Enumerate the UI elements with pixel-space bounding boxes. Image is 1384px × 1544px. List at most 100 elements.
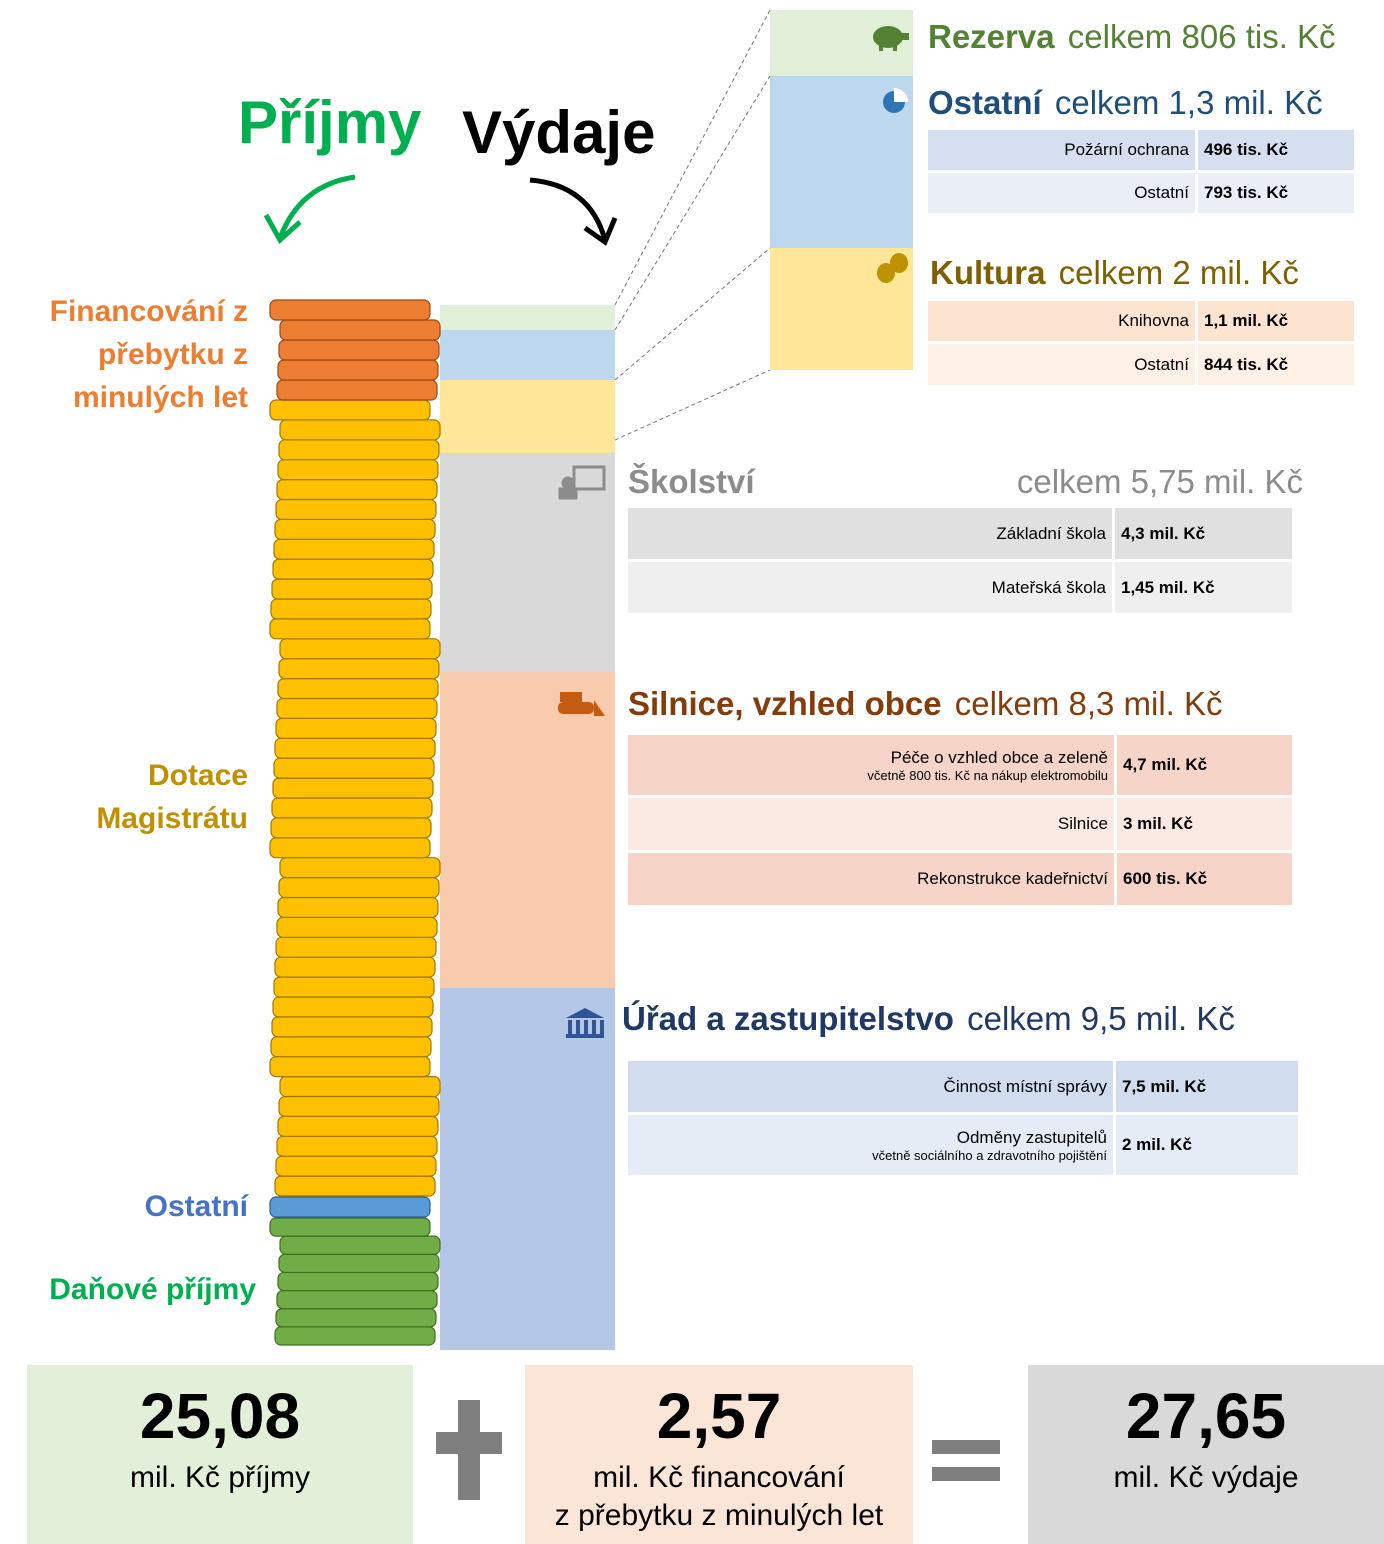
row-label: Ostatní bbox=[1134, 183, 1189, 203]
coin bbox=[271, 1037, 431, 1057]
summary-box: 2,57mil. Kč financováníz přebytku z minu… bbox=[525, 1365, 913, 1544]
coin bbox=[270, 400, 430, 420]
coin bbox=[270, 1218, 430, 1236]
row-value-cell: 1,1 mil. Kč bbox=[1198, 301, 1354, 341]
summary-value: 2,57 bbox=[525, 1379, 913, 1453]
coin bbox=[277, 699, 437, 719]
page: {"header":{"income":"Příjmy","expenses":… bbox=[0, 0, 1384, 1544]
coin bbox=[278, 1272, 438, 1290]
coin bbox=[275, 957, 435, 977]
exp-block bbox=[440, 330, 615, 380]
section-header: Ostatní celkem 1,3 mil. Kč bbox=[928, 84, 1323, 122]
coin bbox=[278, 460, 438, 480]
row-value-cell: 1,45 mil. Kč bbox=[1115, 562, 1292, 613]
summary-value: 27,65 bbox=[1028, 1379, 1384, 1453]
zoom-lines bbox=[615, 10, 770, 440]
section-header: Úřad a zastupitelstvo celkem 9,5 mil. Kč bbox=[622, 1000, 1235, 1038]
coin bbox=[279, 340, 439, 360]
row-label: Silnice bbox=[1058, 814, 1108, 834]
section-title: Ostatní bbox=[928, 84, 1042, 121]
section-total: celkem 2 mil. Kč bbox=[1059, 254, 1299, 291]
label-line: minulých let bbox=[50, 376, 248, 419]
label-line: Financování z bbox=[50, 290, 248, 333]
plus-sign bbox=[458, 1400, 480, 1500]
summary-box: 27,65 mil. Kč výdaje bbox=[1028, 1365, 1384, 1544]
summary-box: 25,08mil. Kč příjmy bbox=[27, 1365, 413, 1544]
row-value-cell: 496 tis. Kč bbox=[1198, 130, 1354, 170]
summary-line: mil. Kč výdaje bbox=[1028, 1459, 1384, 1497]
section-title: Úřad a zastupitelstvo bbox=[622, 1000, 954, 1037]
coin bbox=[280, 420, 440, 440]
row-value-cell: 3 mil. Kč bbox=[1117, 798, 1292, 850]
row-note: včetně sociálního a zdravotního pojištěn… bbox=[872, 1148, 1107, 1163]
coin bbox=[270, 838, 430, 858]
coin bbox=[277, 380, 437, 400]
coin bbox=[272, 798, 432, 818]
coin bbox=[276, 1309, 436, 1327]
coin bbox=[279, 1097, 439, 1117]
section-total: celkem 9,5 mil. Kč bbox=[967, 1000, 1235, 1037]
summary-label: mil. Kč příjmy bbox=[27, 1459, 413, 1497]
row-value: 4,7 mil. Kč bbox=[1123, 755, 1207, 775]
coin bbox=[274, 758, 434, 778]
coin bbox=[279, 659, 439, 679]
row-label: Mateřská škola bbox=[992, 578, 1106, 598]
table-row: Odměny zastupitelůvčetně sociálního a zd… bbox=[628, 1115, 1298, 1175]
coin bbox=[278, 898, 438, 918]
coin bbox=[275, 1327, 435, 1345]
row-label-cell: Základní škola bbox=[628, 508, 1112, 559]
row-label: Odměny zastupitelů bbox=[957, 1128, 1107, 1148]
row-label-cell: Silnice bbox=[628, 798, 1114, 850]
coin bbox=[273, 559, 433, 579]
coin bbox=[271, 599, 431, 619]
coin bbox=[280, 639, 440, 659]
label-line: Dotace bbox=[96, 754, 248, 797]
coin bbox=[279, 1254, 439, 1272]
row-label: Činnost místní správy bbox=[944, 1077, 1107, 1097]
income-label: Financování zpřebytku zminulých let bbox=[50, 290, 248, 419]
row-value-cell: 793 tis. Kč bbox=[1198, 173, 1354, 213]
table-row: Silnice 3 mil. Kč bbox=[628, 798, 1292, 850]
coin bbox=[275, 519, 435, 539]
coin bbox=[270, 300, 430, 320]
label-line: Daňové příjmy bbox=[49, 1268, 256, 1311]
row-label-cell: Činnost místní správy bbox=[628, 1061, 1113, 1112]
row-value: 600 tis. Kč bbox=[1123, 869, 1207, 889]
summary-line: mil. Kč financování bbox=[525, 1459, 913, 1497]
coin bbox=[280, 320, 440, 340]
table-row: Činnost místní správy7,5 mil. Kč bbox=[628, 1061, 1298, 1112]
row-value-cell: 600 tis. Kč bbox=[1117, 853, 1292, 905]
section-title: Školství bbox=[628, 463, 755, 500]
table-row: Mateřská škola 1,45 mil. Kč bbox=[628, 562, 1292, 613]
table-row: Ostatní 793 tis. Kč bbox=[928, 173, 1354, 213]
row-value: 3 mil. Kč bbox=[1123, 814, 1193, 834]
section-header: Rezerva celkem 806 tis. Kč bbox=[928, 18, 1336, 56]
coin bbox=[275, 738, 435, 758]
label-line: Magistrátu bbox=[96, 797, 248, 840]
coin bbox=[276, 1156, 436, 1176]
section-header: Školství bbox=[628, 463, 755, 501]
coin bbox=[272, 579, 432, 599]
row-value: 4,3 mil. Kč bbox=[1121, 524, 1205, 544]
exp-block bbox=[440, 305, 615, 330]
section-total: celkem 5,75 mil. Kč bbox=[1017, 463, 1303, 501]
row-label-cell: Ostatní bbox=[928, 344, 1195, 385]
equals-sign bbox=[932, 1467, 1000, 1481]
income-label: Daňové příjmy bbox=[49, 1268, 256, 1311]
section-total: celkem 806 tis. Kč bbox=[1068, 18, 1336, 55]
coin bbox=[275, 1176, 435, 1196]
coin bbox=[276, 718, 436, 738]
row-label: Péče o vzhled obce a zeleně bbox=[891, 748, 1108, 768]
row-value: 793 tis. Kč bbox=[1204, 183, 1288, 203]
section-total: celkem 1,3 mil. Kč bbox=[1055, 84, 1323, 121]
row-note: včetně 800 tis. Kč na nákup elektromobil… bbox=[867, 768, 1108, 783]
row-label-cell: Knihovna bbox=[928, 301, 1195, 341]
row-value: 2 mil. Kč bbox=[1122, 1135, 1192, 1155]
section-title: Kultura bbox=[930, 254, 1046, 291]
